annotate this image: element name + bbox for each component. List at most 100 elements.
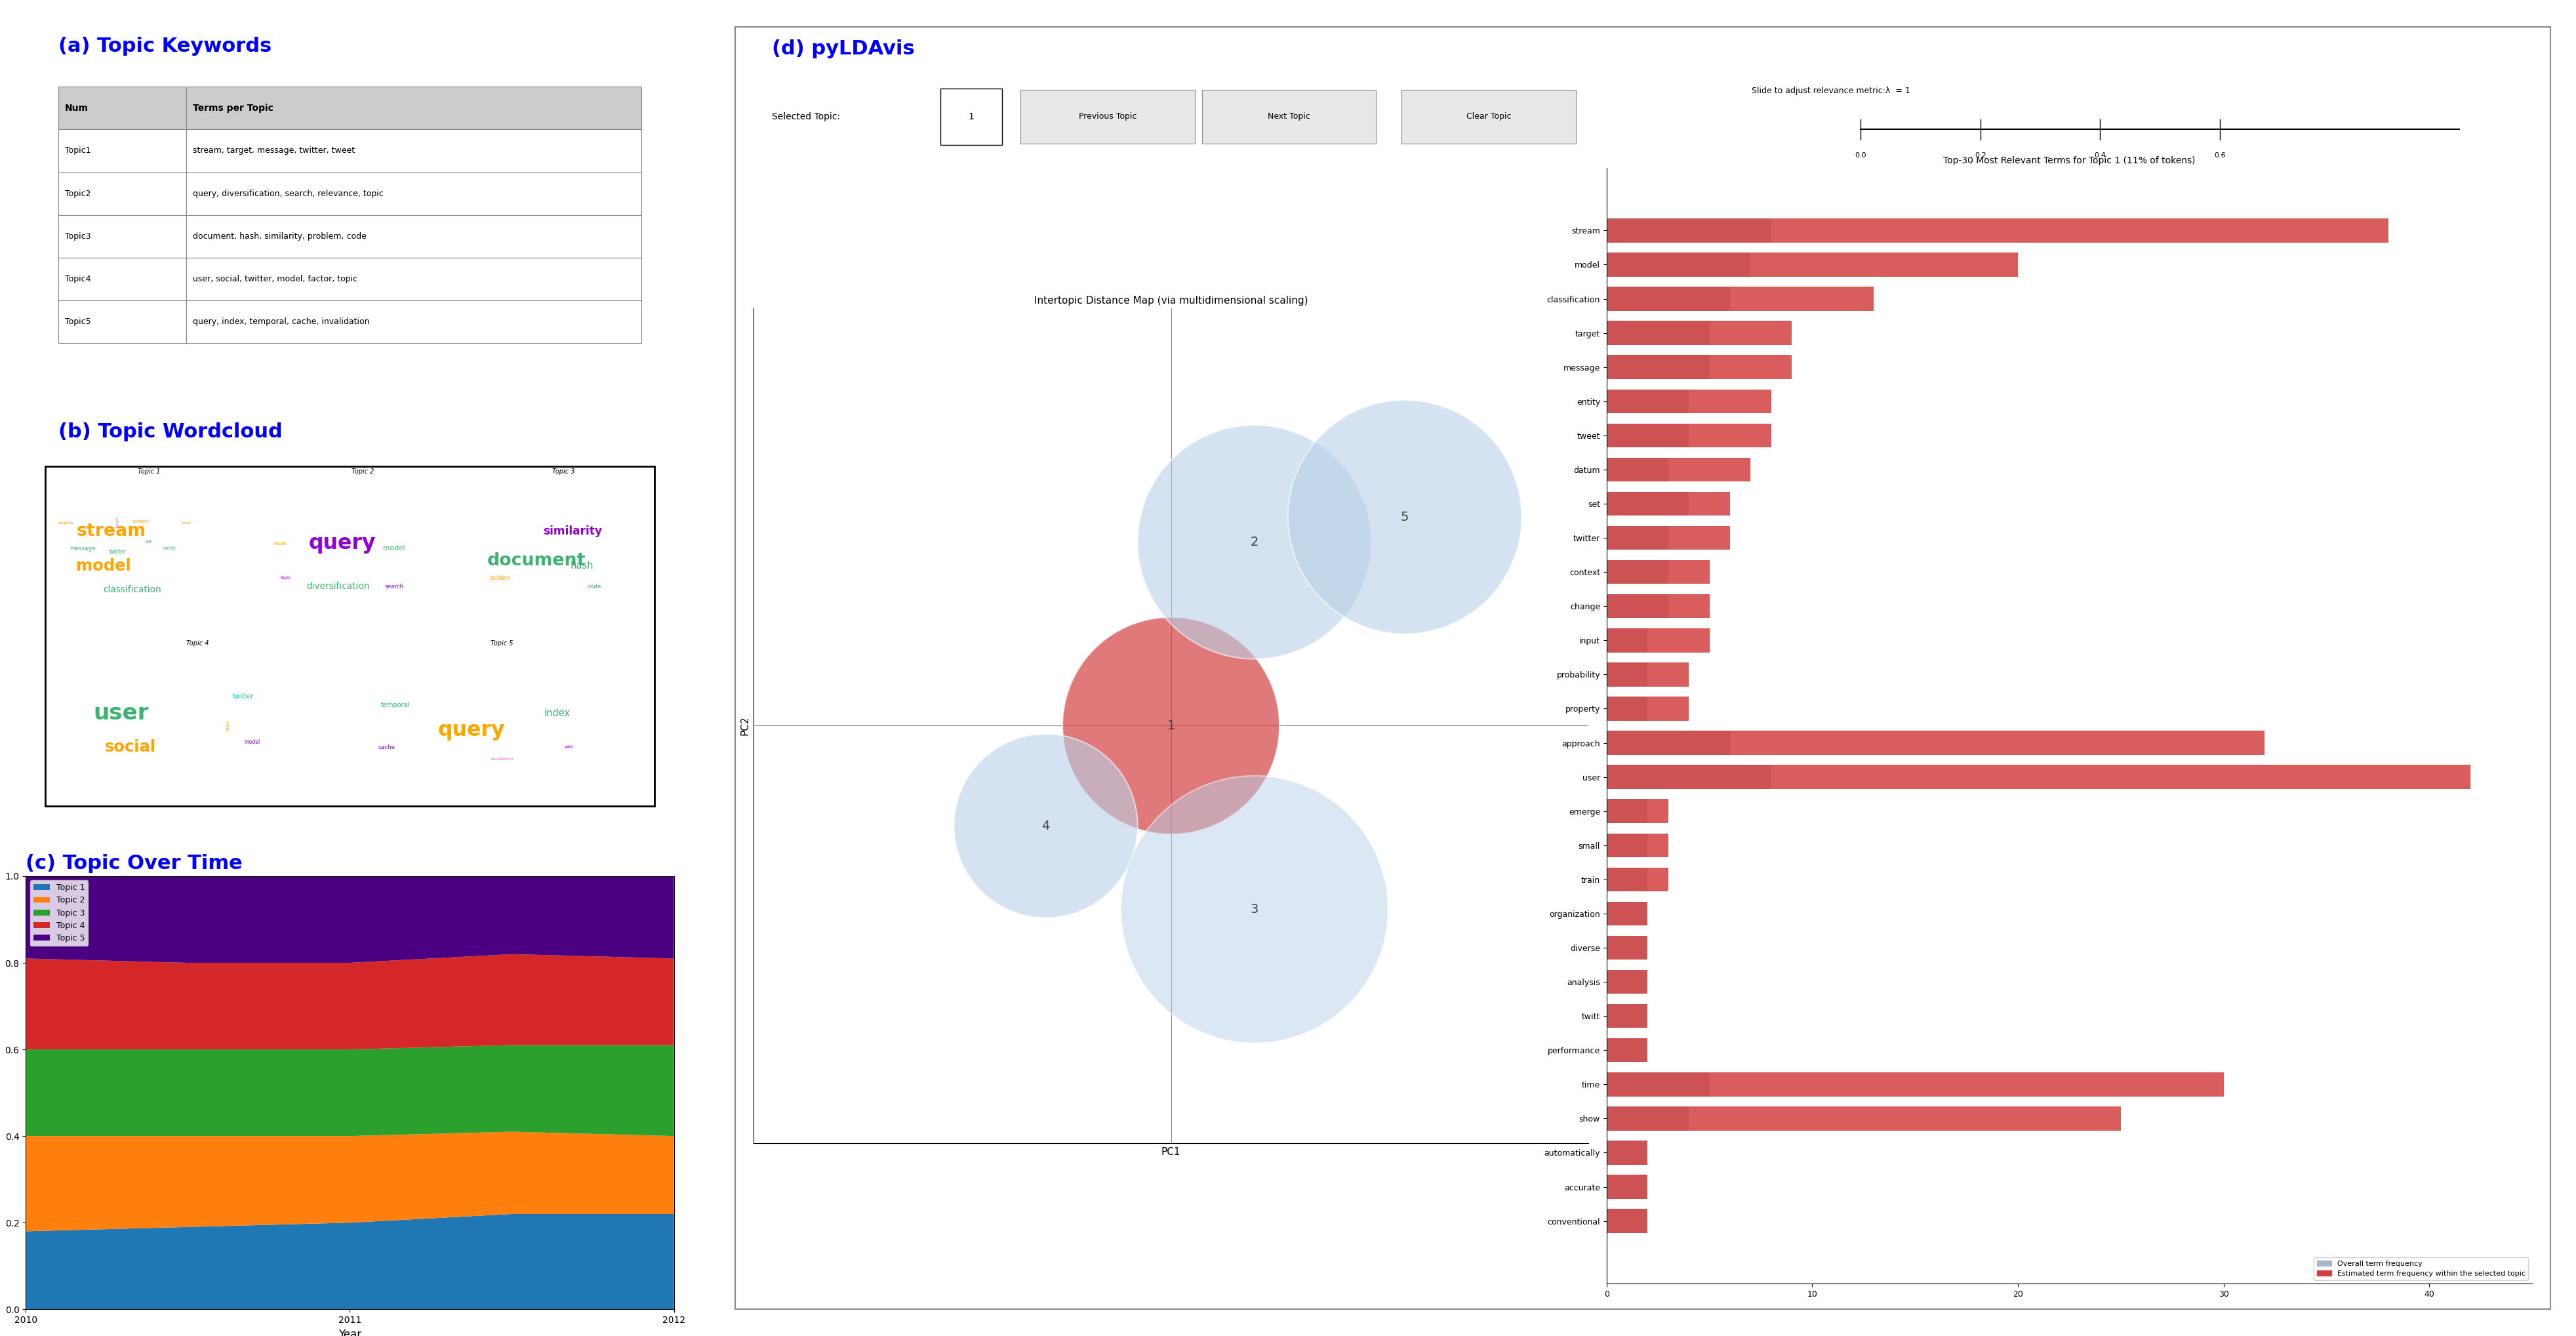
Text: message: message: [70, 545, 95, 552]
Bar: [59, 172, 185, 215]
Text: index: index: [544, 708, 569, 719]
Bar: [59, 301, 185, 343]
Bar: [1607, 628, 1710, 652]
Bar: [1607, 731, 1731, 755]
Text: Topic1: Topic1: [64, 147, 90, 155]
Title: Top-30 Most Relevant Terms for Topic 1 (11% of tokens): Top-30 Most Relevant Terms for Topic 1 (…: [1942, 156, 2195, 166]
Bar: [1607, 219, 1772, 242]
Bar: [1607, 321, 1710, 345]
Text: diversification: diversification: [307, 582, 368, 591]
Bar: [1607, 1174, 1649, 1198]
Bar: [1607, 526, 1731, 550]
Bar: [1607, 1073, 1710, 1097]
Bar: [1607, 1106, 1690, 1130]
Text: 0.0: 0.0: [1855, 152, 1868, 159]
X-axis label: PC1: PC1: [1162, 1146, 1180, 1157]
Text: Previous Topic: Previous Topic: [1079, 112, 1136, 120]
Bar: [1607, 731, 2264, 755]
Text: query, index, temporal, cache, invalidation: query, index, temporal, cache, invalidat…: [193, 318, 371, 326]
Bar: [1607, 560, 1710, 584]
Bar: [1607, 389, 1690, 413]
Text: 1: 1: [969, 112, 974, 122]
Text: hash: hash: [569, 561, 592, 570]
Text: model: model: [75, 558, 131, 573]
Text: (c) Topic Over Time: (c) Topic Over Time: [26, 854, 242, 872]
Bar: [1607, 1141, 1649, 1165]
Bar: [59, 215, 185, 258]
X-axis label: Year: Year: [337, 1328, 361, 1336]
Bar: [1607, 970, 1649, 994]
Text: property: property: [59, 521, 75, 525]
Text: cache: cache: [379, 744, 394, 749]
Text: tweet: tweet: [180, 521, 191, 525]
Bar: [1607, 1073, 2223, 1097]
Text: web: web: [564, 745, 574, 749]
Text: Slide to adjust relevance metric:λ  = 1: Slide to adjust relevance metric:λ = 1: [1752, 87, 1911, 95]
Bar: [1607, 492, 1690, 516]
Title: Intertopic Distance Map (via multidimensional scaling): Intertopic Distance Map (via multidimens…: [1033, 295, 1309, 306]
Text: Selected Topic:: Selected Topic:: [773, 112, 840, 122]
Text: Topic 2: Topic 2: [350, 468, 374, 474]
Text: Terms per Topic: Terms per Topic: [193, 103, 273, 112]
Text: Topic 5: Topic 5: [492, 640, 513, 647]
Bar: [185, 301, 641, 343]
Bar: [185, 172, 641, 215]
Text: problem: problem: [489, 574, 510, 581]
Legend: Overall term frequency, Estimated term frequency within the selected topic: Overall term frequency, Estimated term f…: [2313, 1257, 2530, 1280]
Bar: [1607, 526, 1669, 550]
Circle shape: [953, 733, 1139, 918]
Text: Clear Topic: Clear Topic: [1466, 112, 1512, 120]
Bar: [1607, 1209, 1649, 1233]
Bar: [1607, 1038, 1649, 1062]
Text: stream: stream: [77, 522, 147, 540]
Bar: [1607, 834, 1669, 858]
Text: Topic4: Topic4: [64, 275, 90, 283]
Bar: [1607, 1106, 2120, 1130]
Circle shape: [1121, 776, 1388, 1043]
Text: Topic 1: Topic 1: [137, 468, 160, 474]
Text: query, diversification, search, relevance, topic: query, diversification, search, relevanc…: [193, 190, 384, 198]
Circle shape: [1288, 399, 1522, 633]
Bar: [1607, 902, 1649, 926]
Text: context: context: [131, 520, 149, 524]
Text: 1: 1: [1167, 720, 1175, 732]
Text: invalidation: invalidation: [492, 758, 513, 760]
Bar: [1607, 799, 1649, 823]
Text: Topic 3: Topic 3: [551, 468, 574, 474]
Text: 2: 2: [1249, 536, 1260, 548]
Text: 0.2: 0.2: [1976, 152, 1986, 159]
Text: topic: topic: [281, 576, 291, 580]
Bar: [1607, 287, 1731, 311]
Bar: [1607, 424, 1690, 448]
Text: result: result: [273, 541, 286, 545]
Text: 5: 5: [1401, 510, 1409, 524]
Text: Topic3: Topic3: [64, 232, 90, 240]
Text: model: model: [245, 739, 260, 745]
Text: social: social: [106, 739, 157, 755]
Circle shape: [1061, 617, 1280, 834]
Bar: [1607, 355, 1710, 379]
FancyBboxPatch shape: [1020, 90, 1195, 143]
Text: document, hash, similarity, problem, code: document, hash, similarity, problem, cod…: [193, 232, 366, 240]
Text: Num: Num: [64, 103, 88, 112]
Text: 0.6: 0.6: [2215, 152, 2226, 159]
Text: (a) Topic Keywords: (a) Topic Keywords: [59, 36, 270, 56]
FancyBboxPatch shape: [1401, 90, 1577, 143]
Text: topic: topic: [227, 720, 229, 731]
Text: 3: 3: [1249, 903, 1260, 915]
Bar: [185, 130, 641, 172]
Legend: Topic 1, Topic 2, Topic 3, Topic 4, Topic 5: Topic 1, Topic 2, Topic 3, Topic 4, Topi…: [31, 880, 88, 946]
Bar: [1607, 355, 1793, 379]
Bar: [1607, 219, 2388, 242]
Bar: [1607, 1209, 1649, 1233]
Bar: [1607, 458, 1669, 481]
Bar: [1607, 1038, 1649, 1062]
FancyBboxPatch shape: [1203, 90, 1376, 143]
Text: similarity: similarity: [544, 525, 603, 537]
Bar: [1607, 595, 1669, 619]
Text: query: query: [438, 720, 505, 740]
Bar: [1607, 595, 1710, 619]
Text: entity: entity: [162, 546, 175, 550]
Bar: [1607, 902, 1649, 926]
Bar: [1607, 253, 1752, 277]
